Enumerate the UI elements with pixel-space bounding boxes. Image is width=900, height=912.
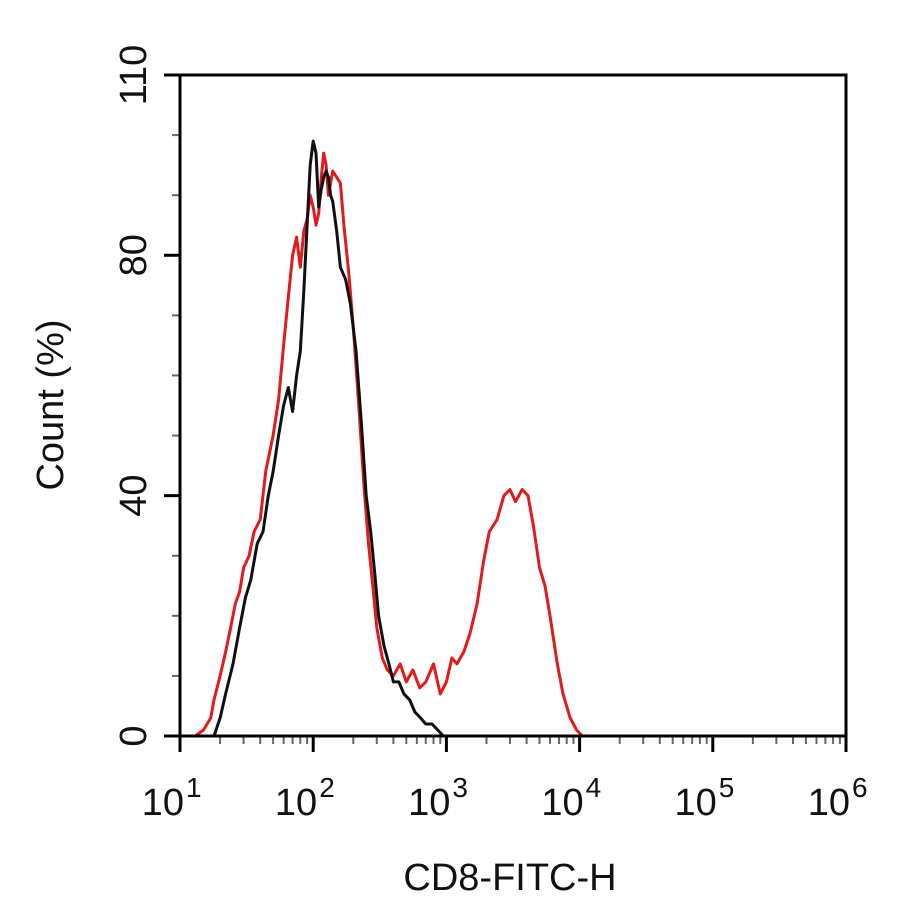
y-tick-label: 110	[113, 45, 155, 106]
y-axis-title: Count (%)	[30, 319, 72, 490]
x-tick-label: 10 5	[675, 772, 735, 824]
series-black-line	[212, 139, 445, 738]
y-tick-label: 0	[113, 725, 155, 746]
y-tick-label: 40	[113, 474, 155, 516]
x-tick-base: 10	[675, 782, 717, 824]
x-tick-base: 10	[142, 782, 184, 824]
plot-frame	[178, 73, 848, 738]
x-tick-base: 10	[808, 782, 850, 824]
x-tick-exponent: 4	[586, 772, 602, 803]
x-axis-title: CD8-FITC-H	[403, 857, 616, 899]
x-tick-base: 10	[408, 782, 450, 824]
series-layer	[194, 139, 604, 738]
x-tick-exponent: 1	[186, 772, 202, 803]
x-tick-exponent: 3	[452, 772, 468, 803]
ticks-layer	[164, 73, 848, 752]
y-tick-label: 80	[113, 234, 155, 276]
x-tick-exponent: 5	[719, 772, 735, 803]
x-tick-label: 10 3	[408, 772, 468, 824]
series-red-line	[194, 151, 604, 738]
x-tick-exponent: 2	[319, 772, 335, 803]
x-tick-base: 10	[275, 782, 317, 824]
x-tick-label: 10 4	[541, 772, 601, 824]
x-tick-label: 10 2	[275, 772, 335, 824]
x-tick-label: 10 1	[142, 772, 202, 824]
x-tick-base: 10	[541, 782, 583, 824]
x-tick-label: 10 6	[808, 772, 868, 824]
x-tick-exponent: 6	[852, 772, 868, 803]
